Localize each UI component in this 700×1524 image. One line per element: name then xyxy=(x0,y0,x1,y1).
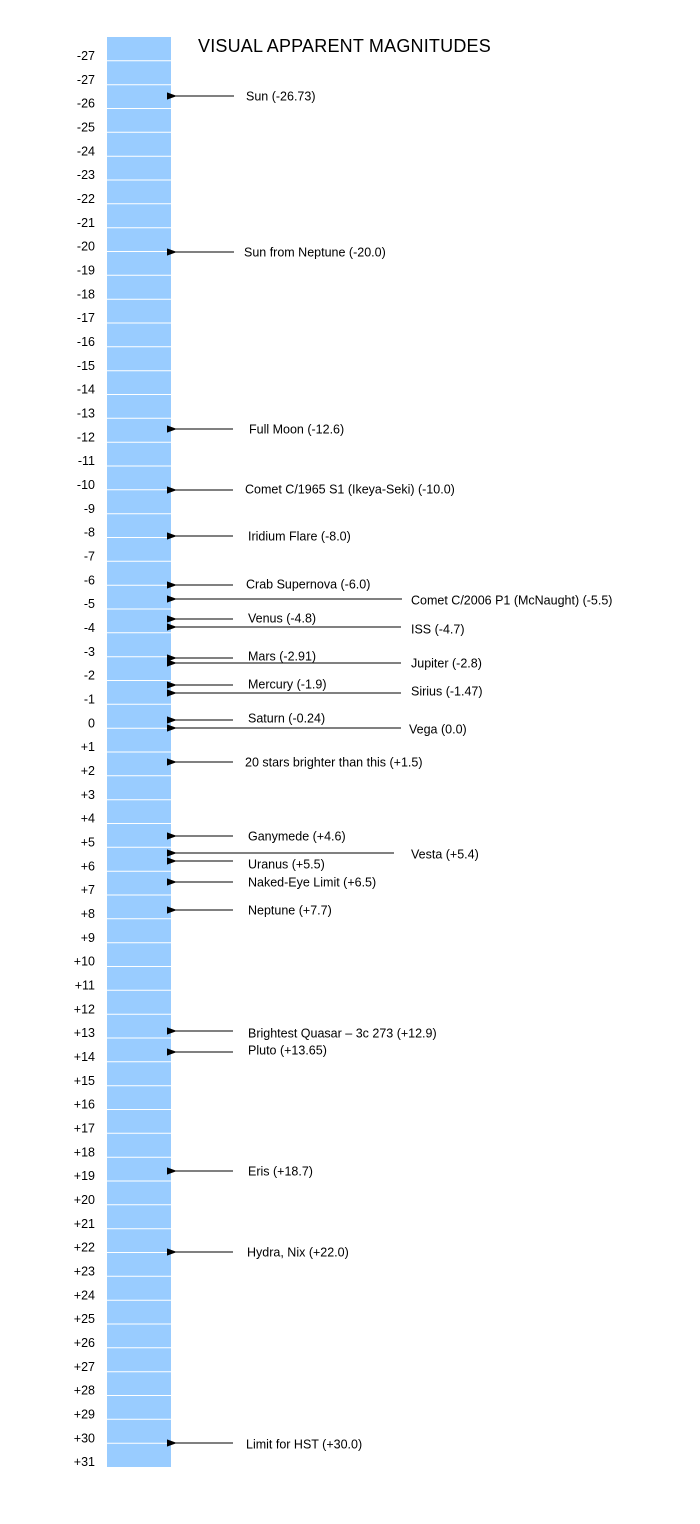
tick-label: +18 xyxy=(74,1145,95,1159)
tick-label: +20 xyxy=(74,1193,95,1207)
tick-label: -10 xyxy=(77,478,95,492)
diagram-title: VISUAL APPARENT MAGNITUDES xyxy=(198,36,491,56)
object-label: Ganymede (+4.6) xyxy=(248,830,346,844)
tick-label: +11 xyxy=(75,979,95,993)
tick-label: +12 xyxy=(74,1002,95,1016)
object-label: Saturn (-0.24) xyxy=(248,712,325,726)
tick-label: +10 xyxy=(74,955,95,969)
tick-label: +4 xyxy=(81,812,95,826)
tick-label: -15 xyxy=(77,359,95,373)
tick-label: +15 xyxy=(74,1074,95,1088)
object-label: Brightest Quasar – 3c 273 (+12.9) xyxy=(248,1027,437,1041)
object-label: Vesta (+5.4) xyxy=(411,848,479,862)
tick-label: +2 xyxy=(81,764,95,778)
tick-label: -1 xyxy=(84,693,95,707)
tick-label: -22 xyxy=(77,192,95,206)
tick-label: -12 xyxy=(77,430,95,444)
tick-label: -18 xyxy=(77,287,95,301)
object-label: Comet C/2006 P1 (McNaught) (-5.5) xyxy=(411,594,612,608)
tick-label: -3 xyxy=(84,645,95,659)
tick-label: +28 xyxy=(74,1384,95,1398)
object-label: ISS (-4.7) xyxy=(411,623,465,637)
object-label: Mars (-2.91) xyxy=(248,650,316,664)
tick-label: -21 xyxy=(77,216,95,230)
tick-label: 0 xyxy=(88,716,95,730)
tick-label: -26 xyxy=(77,97,95,111)
tick-label: +16 xyxy=(74,1098,95,1112)
object-label: Eris (+18.7) xyxy=(248,1165,313,1179)
object-label: Sirius (-1.47) xyxy=(411,685,483,699)
tick-label: -14 xyxy=(77,383,95,397)
tick-label: +8 xyxy=(81,907,95,921)
tick-label: -19 xyxy=(77,264,95,278)
tick-label: +22 xyxy=(74,1241,95,1255)
tick-label: +23 xyxy=(74,1265,95,1279)
object-label: Comet C/1965 S1 (Ikeya-Seki) (-10.0) xyxy=(245,483,455,497)
tick-label: -23 xyxy=(77,168,95,182)
tick-label: +7 xyxy=(81,883,95,897)
object-label: Vega (0.0) xyxy=(409,723,467,737)
tick-label: -27 xyxy=(77,73,95,87)
object-label: Venus (-4.8) xyxy=(248,612,316,626)
tick-label: +5 xyxy=(81,836,95,850)
tick-label: -6 xyxy=(84,573,95,587)
tick-label: -11 xyxy=(78,454,95,468)
tick-label: +6 xyxy=(81,859,95,873)
tick-label: +21 xyxy=(74,1217,95,1231)
object-label: Full Moon (-12.6) xyxy=(249,423,344,437)
object-label: Uranus (+5.5) xyxy=(248,858,325,872)
object-label: Sun (-26.73) xyxy=(246,90,315,104)
tick-label: -24 xyxy=(77,144,95,158)
tick-label: -5 xyxy=(84,597,95,611)
tick-label: -8 xyxy=(84,526,95,540)
tick-label: -17 xyxy=(77,311,95,325)
tick-label: +14 xyxy=(74,1050,95,1064)
tick-label: +27 xyxy=(74,1360,95,1374)
object-label: Limit for HST (+30.0) xyxy=(246,1438,362,1452)
tick-label: -7 xyxy=(84,550,95,564)
tick-label: +31 xyxy=(74,1455,95,1469)
tick-label: -20 xyxy=(77,240,95,254)
object-label: Naked-Eye Limit (+6.5) xyxy=(248,876,376,890)
tick-label: -13 xyxy=(77,407,95,421)
tick-label: +9 xyxy=(81,931,95,945)
tick-label: +1 xyxy=(81,740,95,754)
object-pointers: Sun (-26.73) Sun from Neptune (-20.0) Full… xyxy=(176,90,612,1452)
object-label: 20 stars brighter than this (+1.5) xyxy=(245,756,423,770)
tick-label: -27 xyxy=(77,49,95,63)
tick-label: +26 xyxy=(74,1336,95,1350)
object-label: Neptune (+7.7) xyxy=(248,904,332,918)
object-label: Pluto (+13.65) xyxy=(248,1044,327,1058)
tick-label: -16 xyxy=(77,335,95,349)
tick-labels: -27-27-26-25-24-23-22-21-20-19-18-17-16-… xyxy=(74,49,95,1469)
tick-label: +13 xyxy=(74,1026,95,1040)
tick-label: +30 xyxy=(74,1431,95,1445)
object-label: Sun from Neptune (-20.0) xyxy=(244,246,386,260)
tick-label: +29 xyxy=(74,1408,95,1422)
object-label: Hydra, Nix (+22.0) xyxy=(247,1246,349,1260)
tick-label: -4 xyxy=(84,621,95,635)
tick-label: -2 xyxy=(84,669,95,683)
magnitude-bar xyxy=(107,37,171,1467)
tick-label: +19 xyxy=(74,1169,95,1183)
tick-label: +3 xyxy=(81,788,95,802)
tick-label: +17 xyxy=(74,1122,95,1136)
tick-label: -9 xyxy=(84,502,95,516)
tick-label: -25 xyxy=(77,121,95,135)
object-label: Iridium Flare (-8.0) xyxy=(248,530,351,544)
object-label: Mercury (-1.9) xyxy=(248,678,326,692)
object-label: Crab Supernova (-6.0) xyxy=(246,578,370,592)
tick-label: +25 xyxy=(74,1312,95,1326)
tick-label: +24 xyxy=(74,1288,95,1302)
object-label: Jupiter (-2.8) xyxy=(411,657,482,671)
